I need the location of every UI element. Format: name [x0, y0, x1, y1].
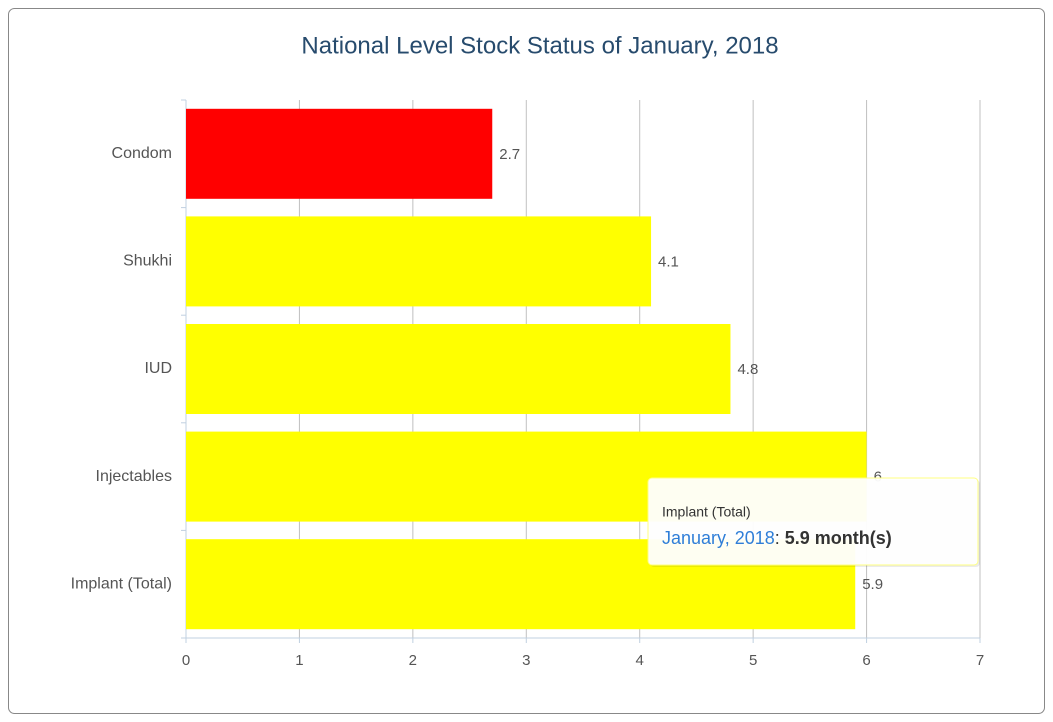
y-tick-label: Implant (Total): [71, 575, 172, 592]
tooltip-separator: :: [775, 528, 780, 548]
tooltip: Implant (Total) January, 2018: 5.9 month(…: [647, 477, 980, 567]
plot-area: 0 1 2 3 4 5 6 7 Condom Shukhi IUD Injectables Implan…: [71, 99, 984, 669]
y-tick-label: Shukhi: [123, 253, 172, 270]
x-tick-label: 4: [636, 652, 644, 669]
tooltip-value: 5.9 month(s): [785, 528, 892, 548]
x-tick-label: 2: [409, 652, 417, 669]
y-tick-label: Injectables: [96, 468, 173, 485]
data-label: 6: [874, 469, 882, 486]
tooltip-series: January, 2018: [662, 528, 775, 548]
x-tick-label: 1: [295, 652, 303, 669]
data-label: 5.9: [862, 576, 883, 593]
bar: [186, 324, 731, 414]
tooltip-box: [647, 477, 979, 566]
data-label: 4.8: [737, 361, 758, 378]
x-tick-label: 0: [182, 652, 190, 669]
y-tick-label: Condom: [112, 145, 172, 162]
x-tick-label: 3: [522, 652, 530, 669]
tooltip-header: Implant (Total): [662, 504, 751, 520]
data-label: 2.7: [499, 146, 520, 163]
tooltip-body: January, 2018: 5.9 month(s): [662, 528, 892, 548]
bar: [186, 108, 493, 199]
x-tick-label: 5: [749, 652, 757, 669]
y-tick-label: IUD: [144, 360, 172, 377]
bar: [186, 216, 652, 307]
x-tick-label: 7: [976, 652, 984, 669]
data-label: 4.1: [658, 253, 679, 270]
chart-title: National Level Stock Status of January, …: [301, 32, 778, 59]
x-tick-label: 6: [862, 652, 870, 669]
